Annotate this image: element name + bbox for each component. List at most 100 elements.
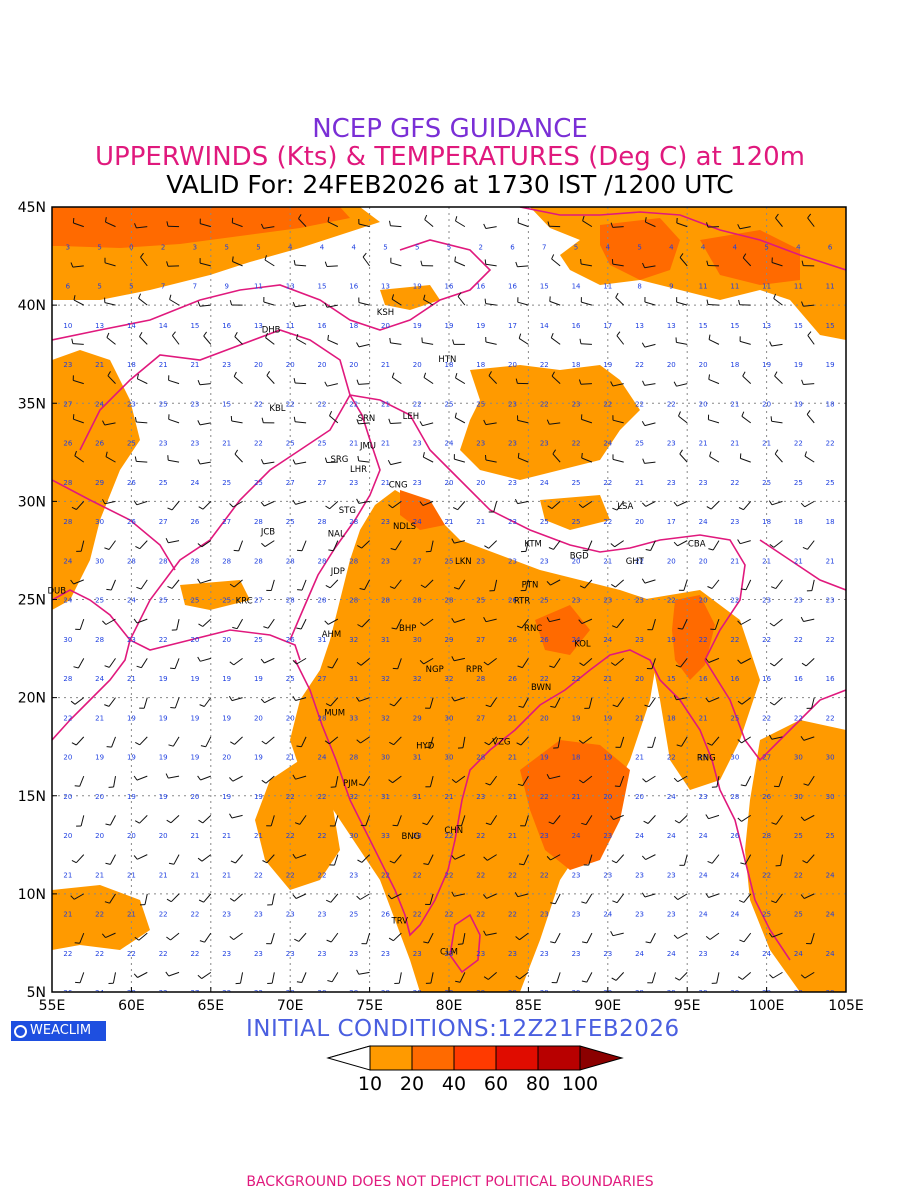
wind-barb: [452, 339, 465, 345]
wind-barb: [136, 658, 148, 669]
wind-barb: [133, 775, 148, 781]
temperature-value: 21: [95, 361, 104, 369]
wind-barb: [742, 253, 752, 267]
temperature-value: 27: [190, 989, 199, 997]
wind-barb: [298, 214, 307, 227]
temperature-value: 19: [127, 754, 136, 762]
wind-barb: [802, 540, 815, 550]
wind-barb: [197, 854, 212, 862]
temperature-value: 19: [222, 714, 231, 722]
wind-barb: [578, 618, 593, 625]
wind-barb: [329, 815, 339, 827]
temperature-value: 24: [794, 950, 803, 958]
wind-barb: [199, 218, 211, 228]
wind-barb: [549, 296, 561, 306]
wind-barb: [235, 972, 244, 985]
wind-barb: [74, 450, 85, 463]
temperature-value: 26: [508, 675, 517, 683]
temperature-value: 24: [63, 597, 72, 605]
wind-barb: [582, 215, 593, 228]
temperature-value: 25: [445, 557, 454, 565]
temperature-value: 28: [63, 675, 72, 683]
station-label: SRG: [330, 455, 348, 465]
temperature-value: 20: [667, 361, 676, 369]
temperature-value: 21: [730, 557, 739, 565]
wind-barb: [263, 618, 275, 629]
temperature-value: 14: [159, 322, 168, 330]
wind-barb: [74, 932, 85, 944]
wind-barb: [230, 854, 243, 864]
station-label: RPR: [466, 665, 483, 675]
lat-lon-gridlines: [52, 207, 846, 992]
temperature-value: 13: [635, 322, 644, 330]
temperature-value: 28: [349, 597, 358, 605]
station-label: RNC: [524, 624, 542, 634]
wind-barb: [355, 696, 370, 702]
wind-barb: [705, 932, 720, 940]
wind-barb: [73, 295, 84, 306]
temperature-value: 21: [190, 871, 199, 879]
temperature-value: 20: [63, 754, 72, 762]
wind-barb: [70, 697, 85, 705]
wind-barb: [451, 775, 466, 784]
temperature-value: 21: [190, 832, 199, 840]
wind-barb: [642, 262, 656, 269]
station-label: RTR: [514, 596, 530, 606]
wind-barb: [708, 334, 720, 345]
wind-barb: [800, 893, 815, 899]
temperature-value: 26: [63, 440, 72, 448]
station-label: LEH: [403, 412, 420, 422]
legend-label: 10: [358, 1073, 382, 1095]
wind-barb: [769, 697, 783, 706]
temperature-value: 18: [794, 518, 803, 526]
wind-barb: [455, 972, 466, 983]
wind-barb: [546, 617, 561, 623]
temperature-value: 23: [159, 440, 168, 448]
wind-barb: [388, 500, 402, 509]
wind-barb: [70, 262, 84, 268]
wind-barb: [711, 776, 720, 788]
temperature-value: 23: [667, 479, 676, 487]
wind-barb: [262, 854, 275, 864]
temperature-value: 24: [699, 518, 708, 526]
wind-barb: [579, 338, 592, 345]
wind-barb: [105, 854, 116, 865]
temperature-value: 28: [445, 597, 454, 605]
border-myanmar-thailand: [704, 659, 846, 762]
wind-barb: [199, 932, 212, 943]
wind-barb: [106, 579, 116, 591]
temperature-value: 20: [699, 597, 708, 605]
wind-barb: [139, 332, 148, 345]
wind-barb: [678, 411, 688, 424]
wind-barb: [293, 416, 307, 424]
temperature-value: 22: [445, 871, 454, 879]
wind-barb: [232, 618, 243, 630]
wind-barb: [292, 459, 307, 465]
temperature-value: 23: [508, 479, 517, 487]
wind-barb: [229, 500, 243, 508]
temperature-value: 23: [572, 911, 581, 919]
temperature-value: 22: [445, 832, 454, 840]
wind-barb: [677, 618, 688, 630]
temperature-value: 19: [222, 793, 231, 801]
temperature-value: 22: [508, 911, 517, 919]
wind-barb: [773, 775, 783, 788]
temperature-value: 8: [637, 283, 641, 291]
temperature-value: 25: [95, 597, 104, 605]
temperature-value: 5: [97, 243, 101, 251]
wind-barb: [330, 776, 339, 788]
wind-barb: [641, 854, 656, 861]
temperature-value: 23: [476, 793, 485, 801]
wind-barb: [517, 415, 529, 424]
wind-barb: [454, 412, 466, 424]
temperature-value: 25: [762, 479, 771, 487]
temperature-value: 28: [286, 557, 295, 565]
wind-barb: [356, 969, 370, 975]
temperature-value: 4: [320, 243, 325, 251]
temperature-value: 21: [63, 911, 72, 919]
wind-barb: [483, 223, 497, 229]
temperature-value: 20: [635, 793, 644, 801]
temperature-value: 23: [603, 950, 612, 958]
wind-barb: [356, 893, 370, 900]
wind-barb: [451, 538, 465, 544]
